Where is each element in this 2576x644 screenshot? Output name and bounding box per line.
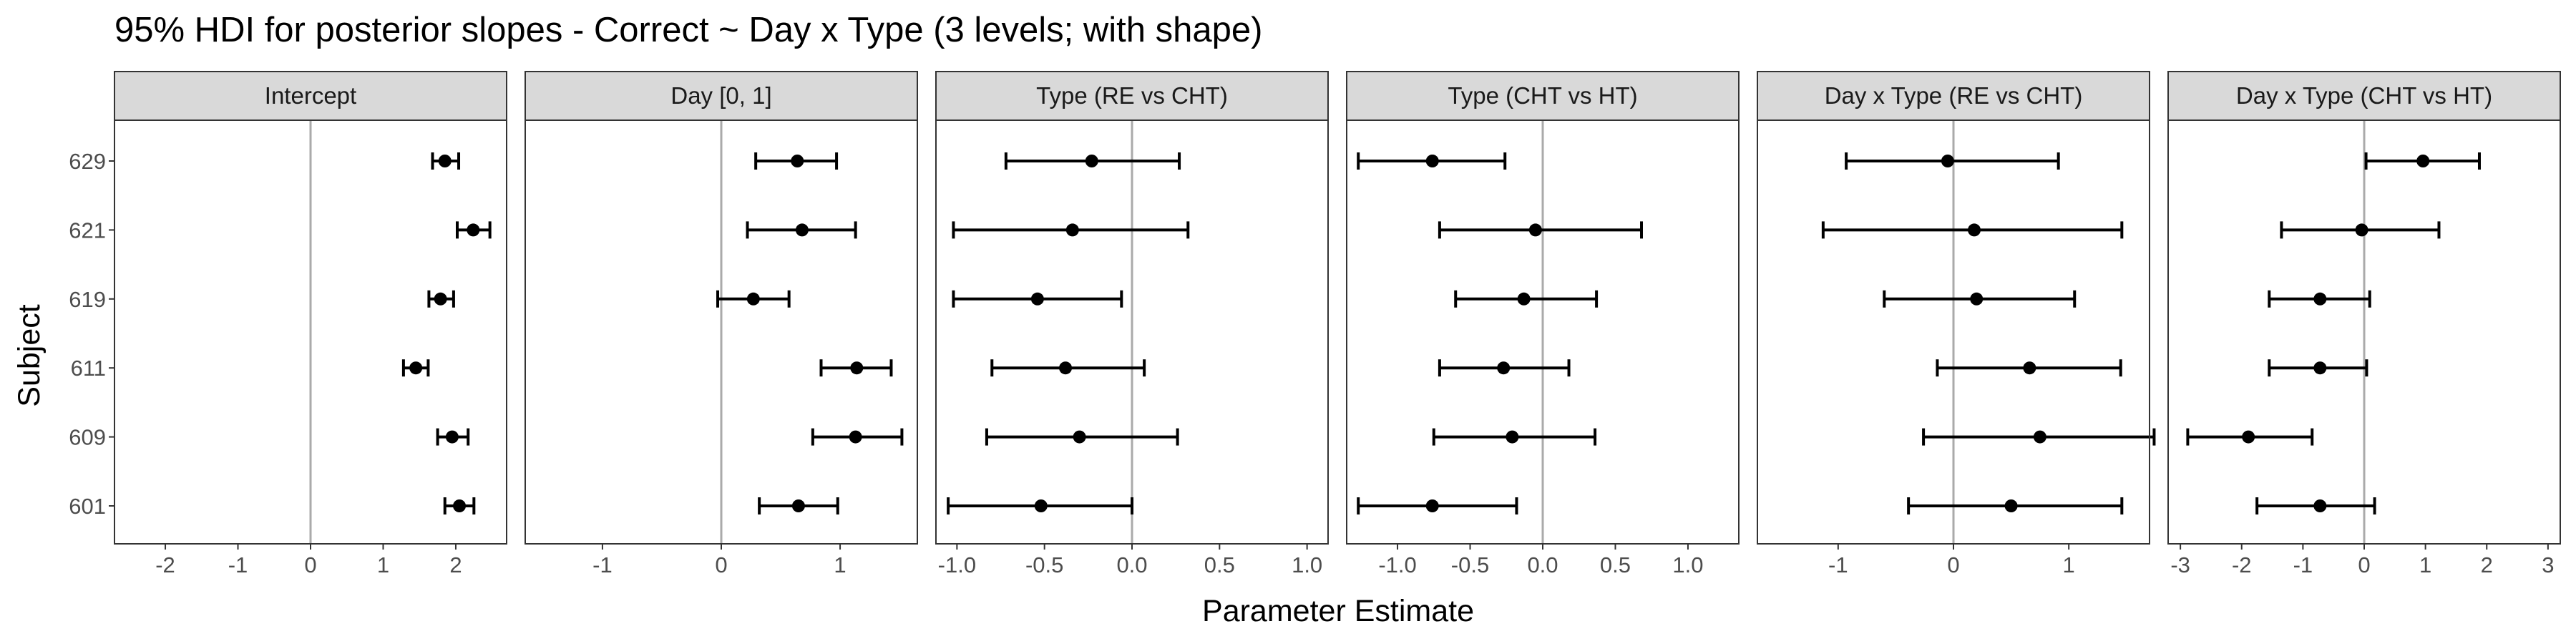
estimate-point-601 <box>2004 499 2018 512</box>
subject-tick-labels: 629 621 619 611 609 601 <box>69 149 114 519</box>
panel-day-x-type-cht-vs-ht: Day x Type (CHT vs HT) -3 -2 -1 0 1 2 3 <box>2167 71 2561 577</box>
facet-strip-label: Type (CHT vs HT) <box>1448 82 1637 109</box>
facet-strip-label: Day [0, 1] <box>670 82 771 109</box>
x-tick-label: -1 <box>2293 552 2313 577</box>
estimate-point-621 <box>467 223 480 237</box>
estimate-point-601 <box>453 499 467 512</box>
estimate-point-609 <box>445 430 459 444</box>
x-tick-label: 0.5 <box>1600 552 1631 577</box>
x-tick-label: 0 <box>304 552 316 577</box>
x-tick-label: -0.5 <box>1025 552 1063 577</box>
x-tick-label: 1 <box>834 552 846 577</box>
estimate-point-629 <box>2416 155 2430 167</box>
facet-strip <box>525 71 918 121</box>
x-tick-label: 2 <box>2481 552 2493 577</box>
subject-tick-label-619: 619 <box>69 287 106 312</box>
x-tick-label: -2 <box>155 552 175 577</box>
panel-day-x-type-re-vs-cht: Day x Type (RE vs CHT) -1 0 1 <box>1757 71 2156 577</box>
estimate-point-619 <box>1517 292 1531 306</box>
x-tick-label: 0 <box>1947 552 1959 577</box>
x-tick-label: 0 <box>2358 552 2370 577</box>
panel-type-re-vs-cht: Type (RE vs CHT) -1.0 -0.5 0.0 0.5 1.0 <box>935 71 1329 577</box>
panel-intercept: Intercept -2 -1 0 1 2 <box>114 71 507 577</box>
estimate-point-629 <box>1085 155 1098 167</box>
estimate-point-619 <box>1970 292 1984 306</box>
estimate-point-609 <box>2242 430 2255 444</box>
x-tick-label: -1 <box>228 552 248 577</box>
x-tick-label: 1.0 <box>1672 552 1703 577</box>
panel-day-0-1: Day [0, 1] -1 0 1 <box>525 71 918 577</box>
x-tick-label: -1.0 <box>1378 552 1416 577</box>
estimate-point-609 <box>849 430 862 444</box>
facet-strip <box>1757 71 2150 121</box>
estimate-point-621 <box>1528 223 1542 237</box>
estimate-point-611 <box>850 361 864 375</box>
subject-tick-label-609: 609 <box>69 425 106 450</box>
estimate-point-629 <box>791 155 804 167</box>
subject-tick-label-629: 629 <box>69 149 106 174</box>
estimate-point-601 <box>1034 499 1048 512</box>
subject-tick-label-601: 601 <box>69 494 106 519</box>
facet-strip-label: Type (RE vs CHT) <box>1036 82 1228 109</box>
facet-strip-label: Day x Type (CHT vs HT) <box>2236 82 2492 109</box>
subject-tick-label-621: 621 <box>69 218 106 243</box>
panel-type-cht-vs-ht: Type (CHT vs HT) -1.0 -0.5 0.0 0.5 1.0 <box>1346 71 1740 577</box>
estimate-point-629 <box>1425 155 1439 167</box>
x-tick-label: 2 <box>449 552 462 577</box>
estimate-point-629 <box>438 155 452 167</box>
estimate-point-619 <box>434 292 447 306</box>
x-tick-label: 0.5 <box>1204 552 1235 577</box>
x-tick-label: -1 <box>592 552 613 577</box>
facet-panels: Intercept -2 -1 0 1 2 Day [0, 1] -1 0 1 Type (RE v… <box>114 71 2561 577</box>
x-tick-label: -1 <box>1828 552 1848 577</box>
subject-tick-label-611: 611 <box>71 356 106 381</box>
estimate-point-609 <box>2033 430 2046 444</box>
estimate-point-621 <box>2355 223 2368 237</box>
x-axis-title: Parameter Estimate <box>1202 594 1474 628</box>
estimate-point-621 <box>1065 223 1079 237</box>
x-tick-label: 1 <box>2063 552 2075 577</box>
x-tick-label: -1.0 <box>938 552 976 577</box>
facet-strip-label: Day x Type (RE vs CHT) <box>1825 82 2083 109</box>
estimate-point-609 <box>1073 430 1086 444</box>
estimate-point-611 <box>2313 361 2327 375</box>
estimate-point-601 <box>791 499 805 512</box>
y-axis-title: Subject <box>12 304 47 406</box>
x-tick-label: -2 <box>2232 552 2252 577</box>
estimate-point-611 <box>1497 361 1511 375</box>
estimate-point-601 <box>1425 499 1439 512</box>
estimate-point-621 <box>795 223 809 237</box>
x-tick-label: 0 <box>715 552 727 577</box>
facet-strip <box>2167 71 2561 121</box>
x-tick-label: 1 <box>377 552 389 577</box>
facet-strip <box>1346 71 1740 121</box>
facet-strip <box>935 71 1329 121</box>
facet-strip-label: Intercept <box>265 82 356 109</box>
estimate-point-619 <box>1030 292 1044 306</box>
x-tick-label: 0.0 <box>1116 552 1147 577</box>
x-tick-label: 1 <box>2419 552 2431 577</box>
estimate-point-601 <box>2313 499 2327 512</box>
chart-title: 95% HDI for posterior slopes - Correct ~… <box>114 11 1263 49</box>
estimate-point-611 <box>2023 361 2036 375</box>
estimate-point-609 <box>1506 430 1519 444</box>
x-tick-label: -0.5 <box>1451 552 1489 577</box>
x-tick-label: 1.0 <box>1292 552 1322 577</box>
x-tick-label: 3 <box>2542 552 2554 577</box>
x-tick-label: -3 <box>2170 552 2190 577</box>
estimate-point-619 <box>2313 292 2327 306</box>
estimate-point-621 <box>1968 223 1981 237</box>
estimate-point-629 <box>1941 155 1954 167</box>
x-tick-label: 0.0 <box>1527 552 1558 577</box>
estimate-point-611 <box>1059 361 1073 375</box>
estimate-point-611 <box>409 361 423 375</box>
estimate-point-619 <box>746 292 760 306</box>
